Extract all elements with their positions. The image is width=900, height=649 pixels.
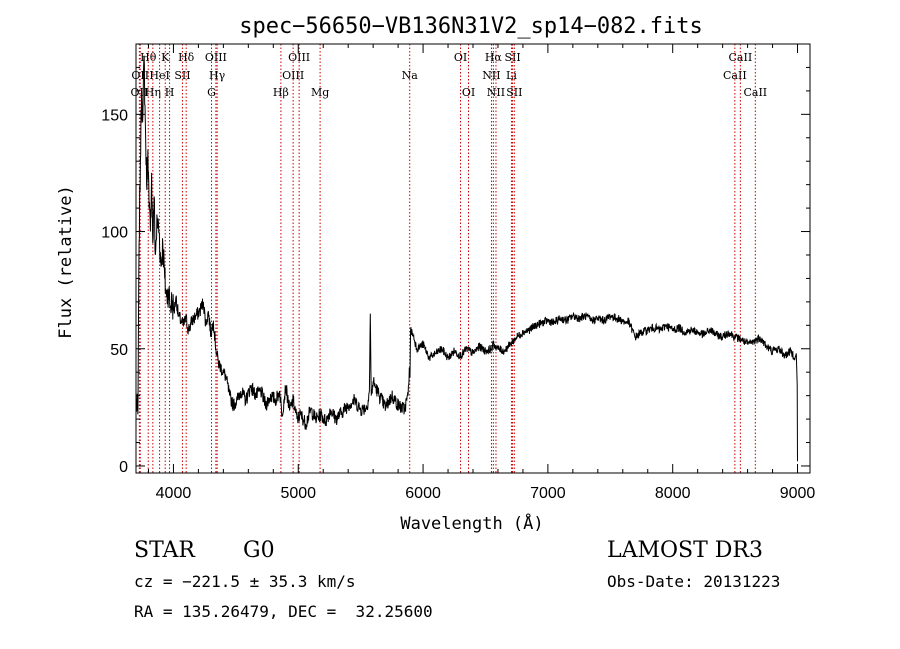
line-marker-label: OI [462,86,475,99]
line-marker-label: CaII [729,51,753,64]
x-tick-label: 9000 [780,485,816,502]
line-marker-label: HeI [149,69,169,82]
line-marker-label: Na [402,69,419,82]
line-marker-label: Hη [145,86,161,99]
y-tick-label: 150 [101,107,128,124]
line-marker-label: OII [131,69,149,82]
coordinates-line: RA = 135.26479, DEC = 32.25600 [134,602,433,621]
line-marker-label: NII [487,86,505,99]
y-tick-label: 50 [110,342,128,359]
line-marker-label: Li [506,69,517,82]
chart-title: spec−56650−VB136N31V2_sp14−082.fits [239,14,703,39]
plot-frame [135,43,811,474]
line-marker-label: Hβ [273,86,289,99]
y-axis-label: Flux (relative) [56,185,76,339]
x-axis-ticks: 4000 5000 6000 7000 8000 9000 [147,44,816,502]
line-marker-label: OIII [205,51,227,64]
line-marker-label: CaII [723,69,747,82]
line-marker-label: Hγ [209,69,226,82]
line-marker-label: Mg [311,86,329,99]
x-tick-label: 7000 [530,485,566,502]
line-marker-label: OI [454,51,467,64]
y-tick-label: 0 [119,459,128,476]
line-marker-label: SII [506,86,522,99]
line-marker-label: OIII [282,69,304,82]
line-marker-label: G [207,86,216,99]
line-marker-label: OII [131,86,149,99]
line-markers [138,44,756,473]
spectrum-line [135,55,798,462]
y-tick-label: 100 [101,225,128,242]
line-marker-label: CaII [743,86,767,99]
x-tick-label: 4000 [156,485,192,502]
line-marker-label: OIII [288,51,310,64]
obs-date-line: Obs-Date: 20131223 [607,572,781,591]
line-marker-label: H [165,86,175,99]
line-marker-label: SII [174,69,190,82]
x-tick-label: 8000 [655,485,691,502]
object-subclass: G0 [243,538,275,563]
y-axis-ticks: 0 50 100 150 [101,66,810,476]
x-tick-label: 5000 [280,485,316,502]
line-marker-label: SII [504,51,520,64]
redshift-line: cz = −221.5 ± 35.3 km/s [134,572,356,591]
line-marker-label: Hθ [140,51,157,64]
line-marker-label: Hα [485,51,503,64]
line-marker-label: NII [482,69,500,82]
line-marker-label: K [161,51,170,64]
line-marker-labels: OII OII Hθ Hη HeI K H SII Hδ G OIII Hγ Hβ OIII OIII Mg N… [131,51,768,99]
x-axis-label: Wavelength (Å) [400,512,543,534]
survey-name: LAMOST DR3 [607,538,763,563]
line-marker-label: Hδ [178,51,195,64]
object-class: STAR [134,538,195,563]
x-tick-label: 6000 [405,485,441,502]
